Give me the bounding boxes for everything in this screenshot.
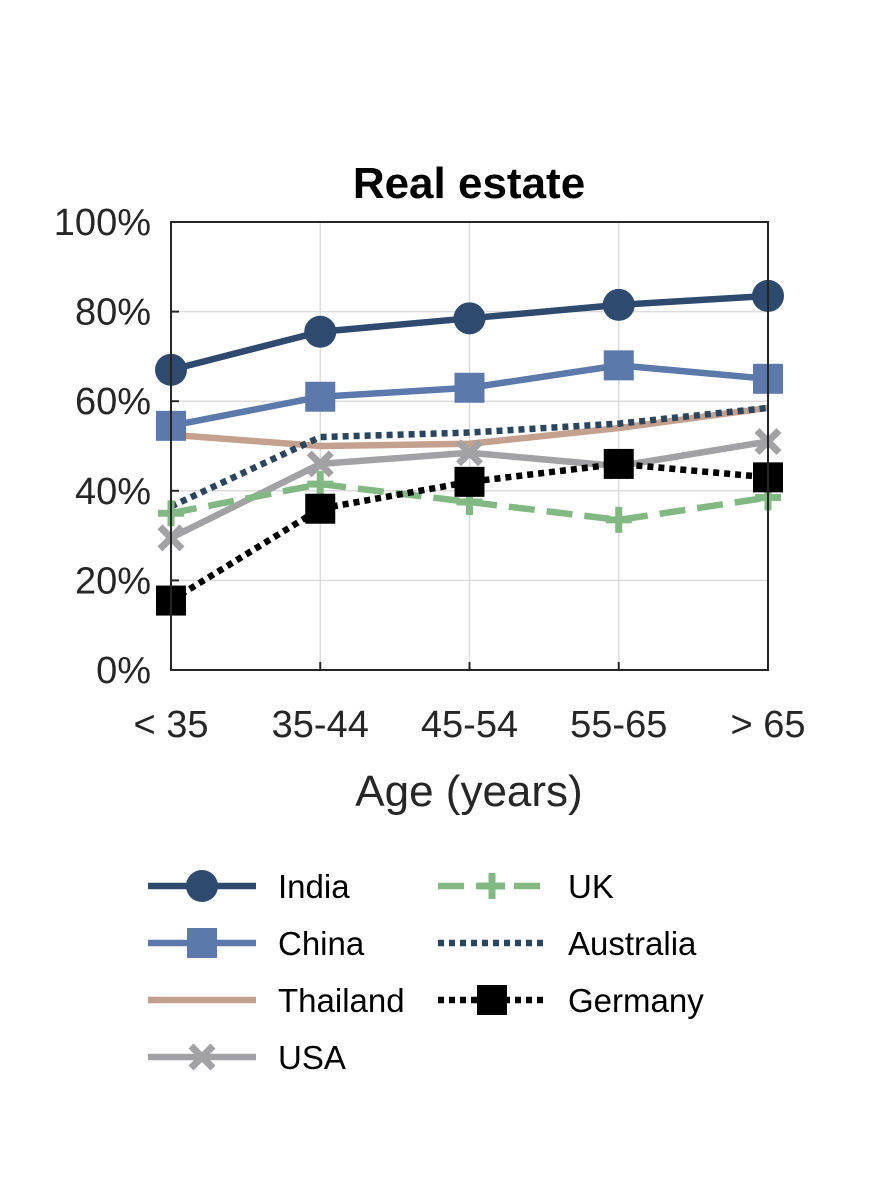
series-thailand	[170, 404, 769, 450]
point-india	[453, 302, 486, 335]
legend-marker-germany	[477, 985, 507, 1015]
x-tick-label: > 65	[730, 704, 805, 746]
series-usa	[157, 428, 782, 552]
series-line-uk	[170, 480, 769, 524]
y-tick-label: 60%	[75, 381, 151, 423]
legend: India China Thailand USA UK Australia Germany	[148, 868, 704, 1076]
point-uk	[605, 506, 632, 533]
legend-label-australia: Australia	[568, 925, 697, 962]
point-india	[304, 315, 337, 348]
series-line-australia	[169, 404, 769, 510]
legend-item-uk: UK	[438, 868, 614, 905]
point-china	[603, 350, 634, 381]
legend-item-australia: Australia	[438, 925, 697, 962]
series-india	[155, 279, 784, 386]
point-china	[454, 372, 485, 403]
series-layer	[155, 279, 784, 616]
chart-title: Real estate	[353, 159, 585, 208]
point-india	[602, 288, 635, 321]
y-tick-label: 100%	[54, 202, 151, 244]
legend-marker-usa	[188, 1043, 216, 1071]
point-china	[305, 381, 336, 412]
series-china	[156, 350, 783, 441]
series-australia	[169, 404, 769, 510]
point-usa	[456, 439, 483, 467]
point-uk	[307, 471, 334, 498]
point-germany	[305, 493, 336, 524]
legend-item-india: India	[148, 868, 350, 905]
legend-label-germany: Germany	[568, 982, 704, 1019]
point-usa	[306, 450, 334, 478]
legend-label-india: India	[278, 868, 350, 905]
y-tick-label: 80%	[75, 292, 151, 334]
legend-item-thailand: Thailand	[148, 982, 405, 1019]
legend-item-germany: Germany	[438, 982, 704, 1019]
y-axis: 0% 20% 40% 60% 80% 100%	[54, 202, 179, 692]
legend-item-china: China	[148, 925, 365, 962]
x-tick-label: 55-65	[570, 704, 667, 746]
x-axis: < 35 35-44 45-54 55-65 > 65	[133, 662, 806, 746]
x-tick-label: 35-44	[272, 704, 369, 746]
legend-marker-china	[187, 928, 217, 958]
legend-item-usa: USA	[148, 1039, 346, 1076]
legend-label-usa: USA	[278, 1039, 346, 1076]
x-tick-label: 45-54	[421, 704, 518, 746]
y-tick-label: 40%	[75, 471, 151, 513]
point-germany	[454, 466, 485, 497]
x-tick-label: < 35	[133, 704, 208, 746]
legend-marker-india	[186, 870, 218, 902]
legend-label-thailand: Thailand	[278, 982, 405, 1019]
y-tick-label: 0%	[96, 650, 151, 692]
x-axis-label: Age (years)	[355, 767, 582, 816]
legend-marker-uk	[479, 873, 505, 899]
series-germany	[156, 448, 783, 616]
series-line-thailand	[170, 404, 769, 450]
point-germany	[603, 448, 634, 479]
legend-label-uk: UK	[568, 868, 614, 905]
y-tick-label: 20%	[75, 560, 151, 602]
legend-label-china: China	[278, 925, 365, 962]
